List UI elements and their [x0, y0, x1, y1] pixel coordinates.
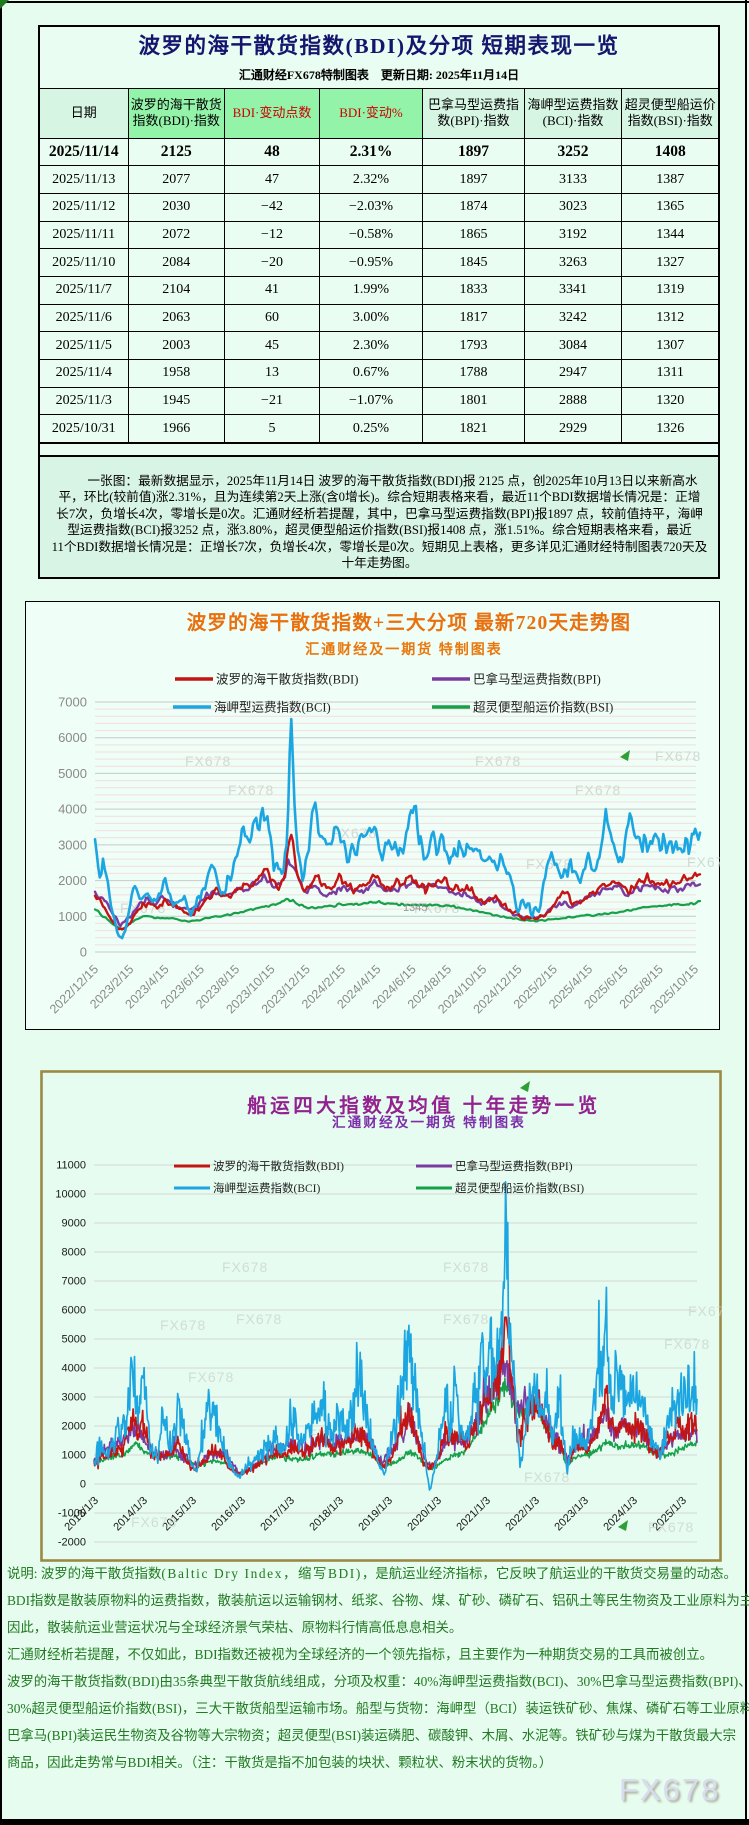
svg-text:FX678: FX678 [160, 1317, 206, 1333]
svg-text:FX678: FX678 [648, 1519, 694, 1535]
svg-text:1345: 1345 [403, 902, 427, 914]
svg-text:6000: 6000 [58, 730, 87, 745]
svg-text:10000: 10000 [55, 1189, 86, 1201]
svg-text:FX678: FX678 [524, 1469, 570, 1485]
svg-text:FX678: FX678 [475, 753, 521, 769]
svg-text:FX678: FX678 [655, 748, 701, 764]
svg-text:9000: 9000 [62, 1218, 86, 1230]
svg-text:海岬型运费指数(BCI): 海岬型运费指数(BCI) [214, 700, 331, 715]
svg-text:-1000: -1000 [58, 1508, 86, 1520]
svg-text:FX678: FX678 [228, 782, 274, 798]
svg-text:FX678: FX678 [575, 782, 621, 798]
svg-text:船运四大指数及均值 十年走势一览: 船运四大指数及均值 十年走势一览 [247, 1094, 600, 1117]
svg-text:4000: 4000 [58, 802, 87, 817]
svg-text:8000: 8000 [62, 1247, 86, 1259]
svg-text:FX678: FX678 [688, 1303, 722, 1319]
svg-text:波罗的海干散货指数(BDI): 波罗的海干散货指数(BDI) [216, 672, 358, 687]
svg-text:波罗的海干散货指数+三大分项 最新720天走势图: 波罗的海干散货指数+三大分项 最新720天走势图 [187, 611, 632, 634]
svg-text:汇通财经及一期货 特制图表: 汇通财经及一期货 特制图表 [332, 1114, 526, 1130]
svg-text:2000: 2000 [62, 1421, 86, 1433]
svg-text:1000: 1000 [58, 909, 87, 924]
svg-text:海岬型运费指数(BCI): 海岬型运费指数(BCI) [213, 1181, 320, 1195]
svg-text:汇通财经及一期货 特制图表: 汇通财经及一期货 特制图表 [305, 641, 503, 658]
svg-text:-2000: -2000 [58, 1537, 86, 1549]
svg-text:3000: 3000 [58, 837, 87, 852]
svg-text:超灵便型船运价指数(BSI): 超灵便型船运价指数(BSI) [473, 700, 613, 715]
svg-text:5000: 5000 [58, 766, 87, 781]
svg-text:FX678: FX678 [664, 1336, 710, 1352]
svg-text:11000: 11000 [56, 1160, 86, 1172]
svg-text:FX678: FX678 [414, 900, 460, 916]
svg-text:巴拿马型运费指数(BPI): 巴拿马型运费指数(BPI) [473, 672, 601, 687]
svg-text:2000: 2000 [58, 873, 87, 888]
svg-text:FX678: FX678 [131, 1514, 177, 1530]
svg-text:巴拿马型运费指数(BPI): 巴拿马型运费指数(BPI) [455, 1159, 573, 1173]
svg-text:FX678: FX678 [188, 1369, 234, 1385]
svg-text:FX678: FX678 [222, 1259, 268, 1275]
svg-text:FX678: FX678 [443, 1311, 489, 1327]
svg-text:7000: 7000 [62, 1276, 86, 1288]
svg-text:FX678: FX678 [185, 753, 231, 769]
svg-text:7000: 7000 [58, 695, 87, 710]
svg-text:FX678: FX678 [236, 1311, 282, 1327]
svg-text:1000: 1000 [62, 1450, 86, 1462]
svg-text:超灵便型船运价指数(BSI): 超灵便型船运价指数(BSI) [455, 1181, 584, 1195]
svg-text:FX678: FX678 [687, 854, 720, 870]
svg-text:0: 0 [80, 945, 87, 960]
svg-text:6000: 6000 [62, 1305, 86, 1317]
svg-text:5000: 5000 [62, 1334, 86, 1346]
svg-text:3000: 3000 [62, 1392, 86, 1404]
svg-text:波罗的海干散货指数(BDI): 波罗的海干散货指数(BDI) [213, 1159, 344, 1173]
svg-text:0: 0 [80, 1479, 86, 1491]
svg-text:4000: 4000 [62, 1363, 86, 1375]
svg-text:FX678: FX678 [443, 1259, 489, 1275]
